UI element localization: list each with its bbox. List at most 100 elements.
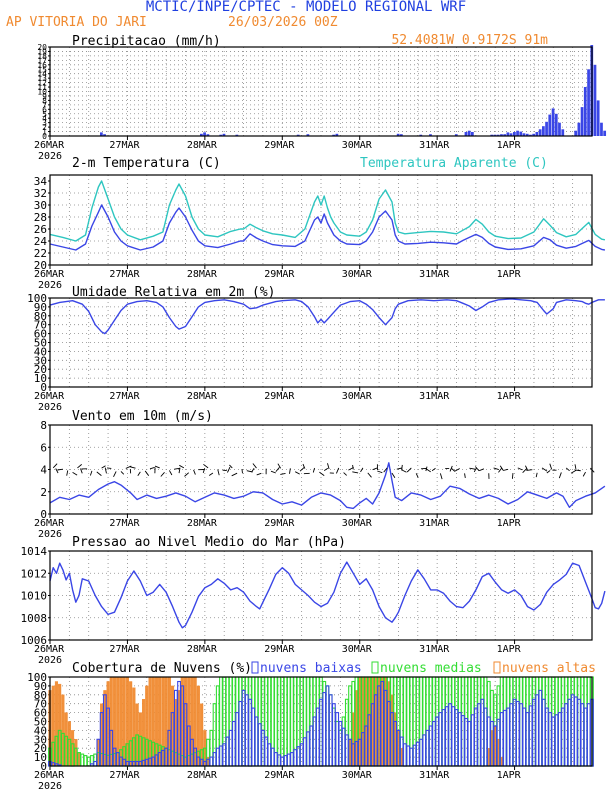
precip-bar: [529, 134, 532, 136]
clouds-ytick-label: 100: [27, 671, 47, 684]
run-label: 26/03/2026 00Z: [228, 15, 338, 30]
cloud-bar-nuvens-baixas: [286, 753, 291, 767]
wind-ytick-label: 4: [40, 464, 47, 477]
pres-ytick-label: 1006: [21, 634, 48, 647]
cloud-bar-nuvens-baixas: [238, 700, 243, 767]
cloud-bar-nuvens-baixas: [312, 716, 317, 767]
wind-vector: [517, 467, 523, 471]
wind-vector: [280, 472, 286, 475]
cloud-bar-nuvens-baixas: [502, 709, 507, 767]
wind-ytick-label: 0: [40, 508, 47, 521]
precip-day-label: 29MAR: [264, 140, 295, 151]
wind-vector: [277, 463, 282, 469]
wind-vector: [241, 468, 243, 474]
cloud-bar-nuvens-baixas: [209, 756, 214, 767]
clouds-ytick-label: 10: [34, 751, 47, 764]
rh-frame: [49, 297, 593, 388]
precip-bar: [525, 133, 529, 136]
location-label: AP VITORIA DO JARI: [6, 15, 147, 30]
pres-title: Pressao ao Nivel Medio do Mar (hPa): [72, 535, 346, 550]
wind-vector: [229, 464, 233, 469]
wind-vector: [511, 473, 514, 479]
wind-vector: [549, 463, 553, 470]
precip-bar: [593, 64, 597, 136]
temp-ytick-label: 34: [34, 175, 48, 188]
wind-vector: [335, 467, 340, 474]
precip-day-label: 28MAR: [187, 140, 218, 151]
cloud-bar-nuvens-baixas: [422, 734, 427, 767]
precip-bar: [522, 133, 526, 136]
pres-series-line: [49, 561, 606, 629]
cloud-bar-nuvens-baixas: [293, 749, 298, 767]
wind-vector: [473, 467, 477, 473]
cloud-bar-nuvens-baixas: [438, 712, 443, 767]
precip-bar: [603, 130, 607, 136]
precip-ytick-label: 8: [42, 96, 47, 105]
wind-vector: [526, 469, 533, 471]
precip-bar: [490, 134, 494, 136]
wind-vector: [360, 467, 364, 473]
wind-vector: [55, 468, 59, 474]
pres-frame: [49, 550, 593, 641]
cloud-bar-nuvens-baixas: [538, 689, 543, 767]
cloud-bar-nuvens-baixas: [428, 725, 433, 767]
cloud-bar-nuvens-baixas: [264, 736, 269, 767]
wind-vector: [66, 470, 69, 476]
cloud-bar-nuvens-baixas: [519, 703, 523, 767]
cloud-bar-nuvens-baixas: [557, 712, 562, 767]
wind-vector: [184, 472, 190, 477]
wind-vector: [524, 465, 528, 471]
cloud-bar-nuvens-baixas: [525, 712, 530, 767]
pres-day-label: 28MAR: [187, 644, 218, 655]
cloud-bar-nuvens-baixas: [306, 731, 310, 767]
precip-bar: [506, 132, 510, 136]
wind-vector: [570, 469, 577, 474]
cloud-bar-nuvens-baixas: [277, 754, 281, 767]
wind-vector: [383, 467, 388, 473]
precip-ytick-label: 13: [37, 74, 47, 83]
wind-vector: [72, 471, 78, 476]
cloud-bar-nuvens-baixas: [522, 707, 527, 767]
cloud-bar-nuvens-baixas: [509, 703, 514, 767]
wind-vector: [401, 469, 407, 473]
rh-day-label: 31MAR: [419, 391, 450, 402]
precip-bar: [574, 130, 578, 136]
wind-year-label: 2026: [38, 529, 62, 540]
precip-bar: [100, 132, 103, 136]
rh-ytick-label: 20: [34, 363, 47, 376]
precip-ytick-label: 17: [37, 56, 47, 65]
wind-vector: [535, 472, 538, 478]
wind-vector: [454, 468, 460, 472]
precip-bar: [519, 131, 523, 136]
wind-vector: [377, 470, 383, 474]
temp-ytick-label: 26: [34, 223, 47, 236]
precip-ytick-label: 18: [37, 52, 47, 61]
wind-title: Vento em 10m (m/s): [72, 409, 213, 424]
wind-vector: [469, 467, 476, 470]
precip-title: Precipitacao (mm/h): [72, 34, 221, 49]
wind-vector: [439, 473, 443, 480]
precip-bar: [509, 133, 513, 136]
coords-label: 52.4081W 0.9172S 91m: [391, 33, 548, 48]
cloud-bar-nuvens-baixas: [290, 752, 294, 767]
clouds-day-label: 26MAR: [34, 770, 65, 781]
precip-ytick-label: 7: [42, 101, 47, 110]
precip-bar: [419, 134, 423, 136]
cloud-bar-nuvens-baixas: [409, 747, 414, 767]
temp-day-label: 27MAR: [109, 269, 140, 280]
rh-ytick-label: 40: [34, 345, 47, 358]
wind-vector: [193, 469, 196, 475]
cloud-bar-nuvens-baixas: [586, 703, 591, 767]
wind-vector: [406, 467, 412, 473]
temp-ytick-label: 30: [34, 199, 47, 212]
wind-vector: [203, 463, 209, 469]
rh-ytick-label: 80: [34, 310, 47, 323]
cloud-bar-nuvens-medias: [286, 676, 291, 767]
wind-vector: [125, 465, 132, 469]
wind-vector: [129, 466, 136, 469]
precip-bar: [538, 129, 542, 136]
main-title: MCTIC/INPE/CPTEC - MODELO REGIONAL WRF: [146, 0, 466, 15]
cloud-bar-nuvens-baixas: [296, 746, 301, 767]
wind-vector: [120, 471, 125, 475]
wind-vector: [574, 464, 577, 470]
